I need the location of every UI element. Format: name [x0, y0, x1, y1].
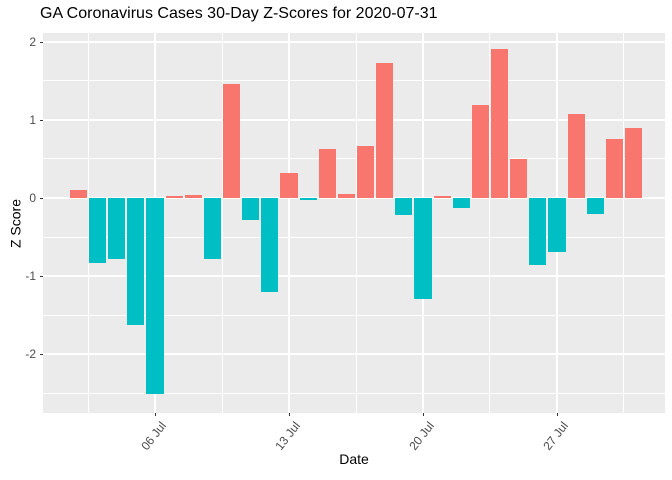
x-axis-title: Date	[339, 451, 369, 467]
chart-title: GA Coronavirus Cases 30-Day Z-Scores for…	[40, 5, 438, 22]
gridline-minor-horizontal	[43, 392, 665, 394]
gridline-minor-vertical	[489, 33, 491, 413]
bar-2020-07-13	[280, 172, 298, 198]
bar-2020-07-18	[376, 62, 394, 198]
bar-2020-07-23	[471, 104, 489, 198]
bar-2020-07-08	[184, 194, 202, 198]
plot-panel	[43, 33, 665, 413]
bar-2020-07-12	[261, 197, 279, 292]
bar-2020-07-14	[299, 197, 317, 201]
gridline-major-horizontal	[43, 118, 665, 121]
gridline-major-horizontal	[43, 40, 665, 43]
bar-2020-07-07	[165, 196, 183, 198]
gridline-minor-horizontal	[43, 158, 665, 160]
gridline-minor-vertical	[623, 33, 625, 413]
bar-2020-07-02	[69, 190, 88, 198]
gridline-minor-horizontal	[43, 314, 665, 316]
gridline-minor-horizontal	[43, 80, 665, 82]
bar-2020-07-29	[586, 197, 604, 214]
bar-2020-07-09	[203, 197, 222, 259]
bar-2020-07-21	[433, 196, 451, 198]
bar-2020-07-31	[624, 128, 643, 198]
gridline-major-horizontal	[43, 353, 665, 356]
gridline-major-vertical	[288, 33, 290, 413]
bar-2020-07-04	[108, 197, 126, 259]
x-tick-mark	[556, 413, 558, 416]
gridline-major-horizontal	[43, 196, 665, 199]
y-tick-mark	[40, 119, 43, 121]
y-tick-label: 0	[29, 190, 36, 205]
y-tick-mark	[40, 41, 43, 43]
gridline-minor-vertical	[87, 33, 89, 413]
x-tick-mark	[155, 413, 156, 416]
bar-2020-07-26	[529, 197, 547, 266]
y-tick-mark	[40, 276, 43, 278]
bar-2020-07-19	[395, 197, 413, 216]
y-tick-label: 1	[29, 112, 36, 127]
y-tick-label: 2	[29, 34, 36, 49]
bar-2020-07-10	[222, 83, 241, 198]
bar-2020-07-25	[510, 158, 528, 198]
bar-2020-07-22	[452, 197, 470, 209]
bar-2020-07-03	[88, 197, 107, 263]
y-tick-mark	[40, 354, 43, 356]
y-axis-title: Z Score	[7, 199, 24, 249]
bar-2020-07-06	[146, 197, 164, 395]
x-tick-mark	[289, 413, 290, 416]
bar-2020-07-30	[605, 138, 623, 198]
y-tick-mark	[40, 197, 43, 199]
bar-2020-07-16	[337, 194, 356, 198]
bar-2020-07-11	[242, 197, 260, 220]
bar-2020-07-17	[356, 145, 375, 198]
bar-2020-07-27	[548, 197, 566, 252]
gridline-major-horizontal	[43, 275, 665, 278]
gridline-minor-vertical	[355, 33, 357, 413]
bar-2020-07-28	[567, 113, 585, 198]
gridline-minor-vertical	[221, 33, 223, 413]
x-tick-mark	[422, 413, 424, 416]
bar-2020-07-15	[318, 148, 336, 198]
y-tick-label: -1	[25, 269, 36, 284]
bar-2020-07-24	[490, 49, 509, 198]
y-tick-label: -2	[25, 347, 36, 362]
bar-2020-07-20	[414, 197, 432, 299]
gridline-minor-horizontal	[43, 236, 665, 238]
bar-2020-07-05	[127, 197, 145, 326]
